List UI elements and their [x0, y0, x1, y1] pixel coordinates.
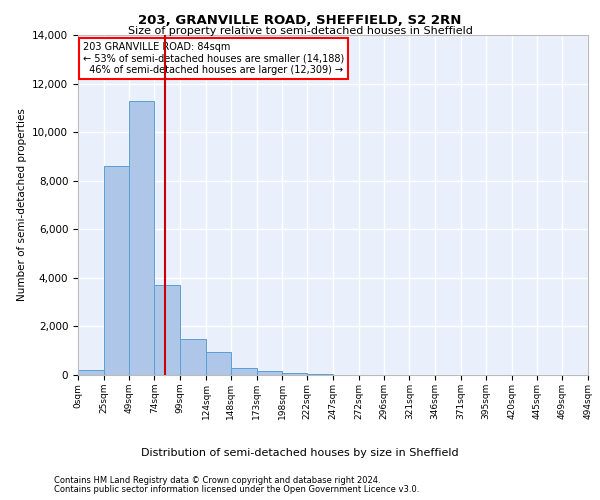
Bar [128, 100, 154, 375]
Bar [154, 285, 180, 375]
Text: Size of property relative to semi-detached houses in Sheffield: Size of property relative to semi-detach… [128, 26, 472, 36]
Text: 203 GRANVILLE ROAD: 84sqm
← 53% of semi-detached houses are smaller (14,188)
  4: 203 GRANVILLE ROAD: 84sqm ← 53% of semi-… [83, 42, 344, 75]
Text: Distribution of semi-detached houses by size in Sheffield: Distribution of semi-detached houses by … [141, 448, 459, 458]
Bar [180, 338, 206, 375]
Bar [283, 373, 307, 375]
Bar [78, 370, 104, 375]
Text: Contains public sector information licensed under the Open Government Licence v3: Contains public sector information licen… [54, 484, 419, 494]
Text: Contains HM Land Registry data © Crown copyright and database right 2024.: Contains HM Land Registry data © Crown c… [54, 476, 380, 485]
Bar [257, 372, 283, 375]
Bar [307, 374, 333, 375]
Bar [104, 166, 128, 375]
Bar [231, 368, 257, 375]
Y-axis label: Number of semi-detached properties: Number of semi-detached properties [17, 108, 26, 302]
Bar [206, 352, 231, 375]
Text: 203, GRANVILLE ROAD, SHEFFIELD, S2 2RN: 203, GRANVILLE ROAD, SHEFFIELD, S2 2RN [139, 14, 461, 27]
